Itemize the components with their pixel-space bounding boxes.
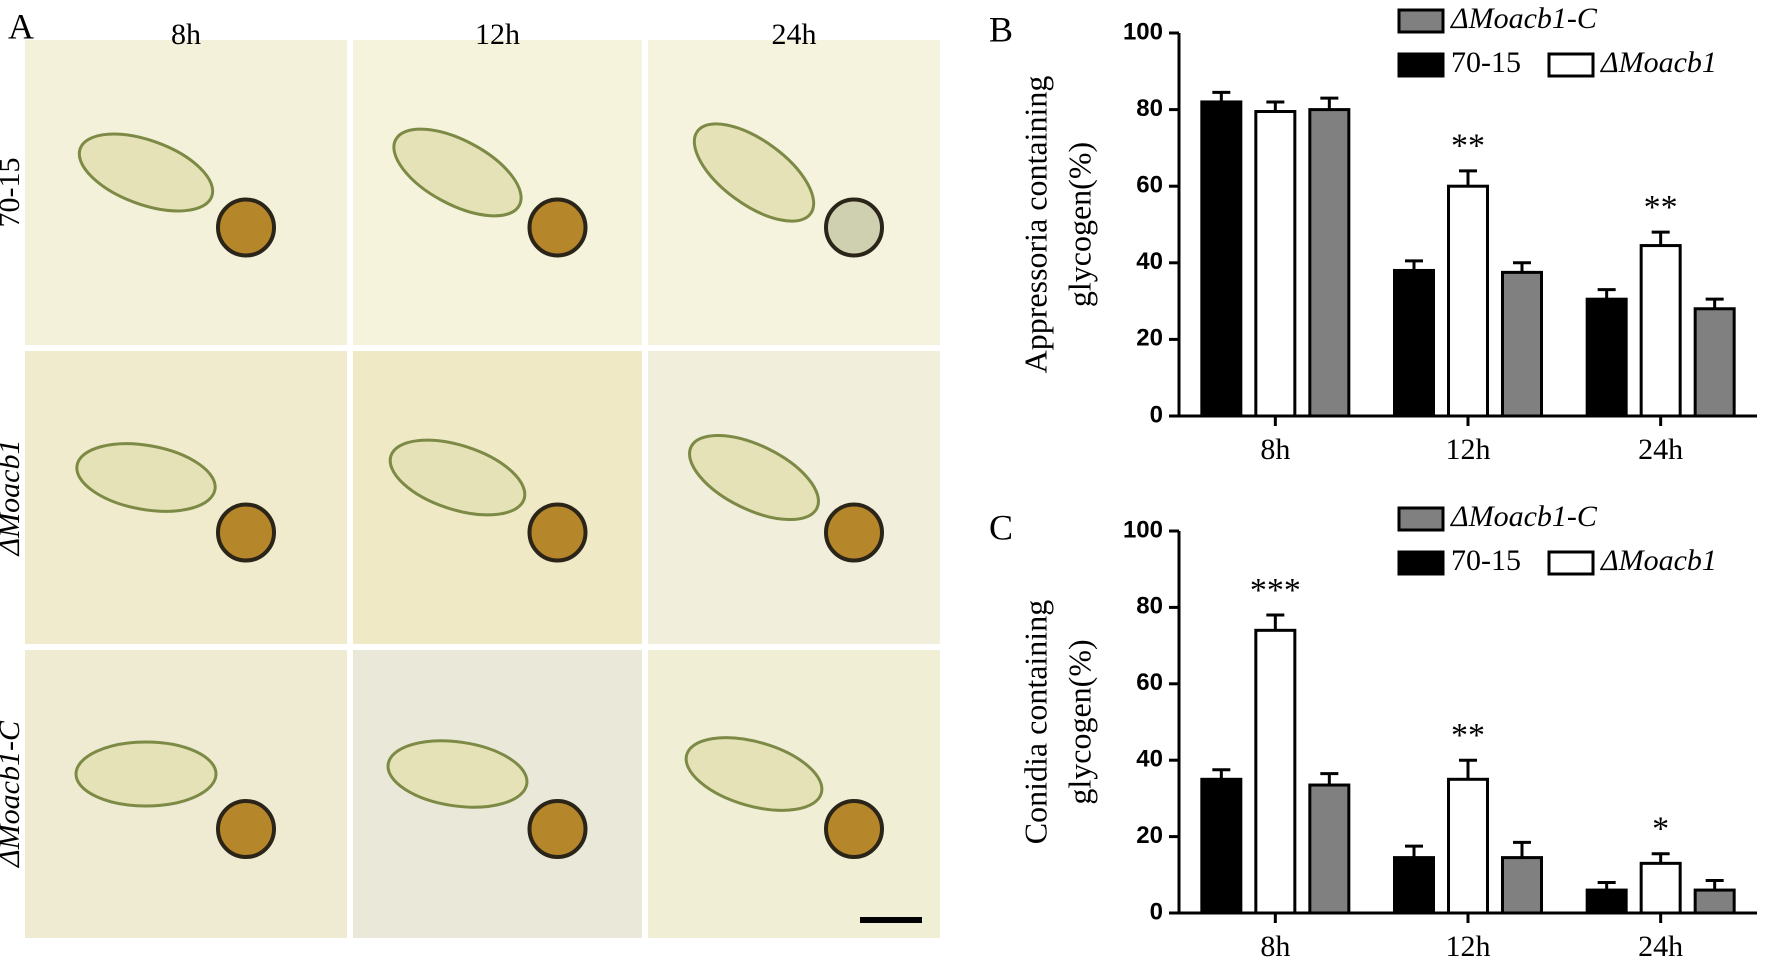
appressorium (824, 799, 884, 859)
legend-swatch (1397, 506, 1445, 532)
y-tick-label: 0 (1150, 401, 1163, 428)
conidium (74, 740, 218, 808)
column-label: 12h (475, 18, 520, 51)
x-tick-label: 12h (1446, 930, 1491, 963)
x-tick-label: 24h (1638, 930, 1683, 963)
bar (1447, 777, 1489, 915)
conidium (684, 736, 824, 812)
y-axis-label: glycogen(%) (1061, 639, 1097, 804)
appressorium (824, 197, 884, 258)
legend-label: 70-15 (1451, 544, 1521, 577)
y-tick-label: 100 (1123, 18, 1163, 45)
appressorium (216, 197, 276, 258)
bar (1200, 100, 1243, 418)
appressorium (824, 502, 884, 563)
bar (1308, 108, 1351, 418)
panel-label: A (8, 6, 34, 46)
bar (1501, 856, 1543, 915)
x-tick-label: 12h (1446, 433, 1491, 466)
bar (1308, 783, 1351, 915)
y-axis-label: glycogen(%) (1061, 142, 1097, 307)
significance-label: ** (1451, 128, 1485, 165)
bar (1693, 888, 1736, 915)
conidium (692, 122, 816, 223)
conidium (77, 132, 215, 213)
appressorium (216, 502, 276, 563)
y-tick-label: 20 (1136, 822, 1163, 849)
y-tick-label: 20 (1136, 325, 1163, 352)
bar (1501, 270, 1543, 418)
panel-label: C (989, 507, 1013, 547)
bar (1393, 856, 1435, 915)
y-tick-label: 80 (1136, 593, 1163, 620)
legend-swatch (1397, 550, 1445, 576)
legend-label: 70-15 (1451, 46, 1521, 79)
appressorium (216, 799, 276, 859)
y-tick-label: 40 (1136, 248, 1163, 275)
significance-label: * (1652, 811, 1669, 848)
row-label: 70-15 (0, 158, 26, 228)
y-tick-label: 40 (1136, 746, 1163, 773)
column-label: 8h (171, 18, 201, 51)
legend-label: ΔMoacb1-C (1450, 2, 1598, 35)
y-axis-label: Appressoria containing (1017, 76, 1053, 374)
bar (1639, 861, 1682, 915)
panel-label: B (989, 9, 1013, 49)
bar (1585, 888, 1628, 915)
y-tick-label: 100 (1123, 516, 1163, 543)
legend-label: ΔMoacb1 (1600, 544, 1717, 577)
row-label: ΔMoacb1-C (0, 720, 26, 868)
legend-swatch (1397, 52, 1445, 78)
appressorium (527, 799, 588, 859)
y-tick-label: 60 (1136, 669, 1163, 696)
x-tick-label: 24h (1638, 433, 1683, 466)
bar (1254, 110, 1297, 418)
significance-label: ** (1451, 717, 1485, 754)
legend-label: ΔMoacb1 (1600, 46, 1717, 79)
y-tick-label: 80 (1136, 95, 1163, 122)
x-tick-label: 8h (1260, 433, 1290, 466)
y-axis-label: Conidia containing (1017, 600, 1053, 844)
column-label: 24h (772, 18, 817, 51)
conidium (392, 127, 523, 218)
legend-label: ΔMoacb1-C (1450, 500, 1598, 533)
y-tick-label: 60 (1136, 172, 1163, 199)
x-tick-label: 8h (1260, 930, 1290, 963)
legend-swatch (1547, 550, 1595, 576)
bar (1393, 268, 1435, 418)
bar (1693, 307, 1736, 418)
conidium (75, 442, 217, 513)
legend-swatch (1397, 8, 1445, 34)
appressorium (527, 502, 588, 563)
bar (1585, 297, 1628, 418)
conidium (388, 438, 527, 517)
conidium (688, 433, 820, 522)
bar (1639, 244, 1682, 418)
bar (1200, 777, 1243, 915)
legend-swatch (1547, 52, 1595, 78)
y-tick-label: 0 (1150, 898, 1163, 925)
significance-label: *** (1250, 572, 1301, 609)
bar (1447, 184, 1489, 418)
bar (1254, 628, 1297, 915)
row-label: ΔMoacb1 (0, 440, 26, 557)
appressorium (527, 197, 588, 258)
significance-label: ** (1644, 189, 1678, 226)
micrograph-grid (25, 40, 940, 938)
conidium (386, 739, 529, 809)
